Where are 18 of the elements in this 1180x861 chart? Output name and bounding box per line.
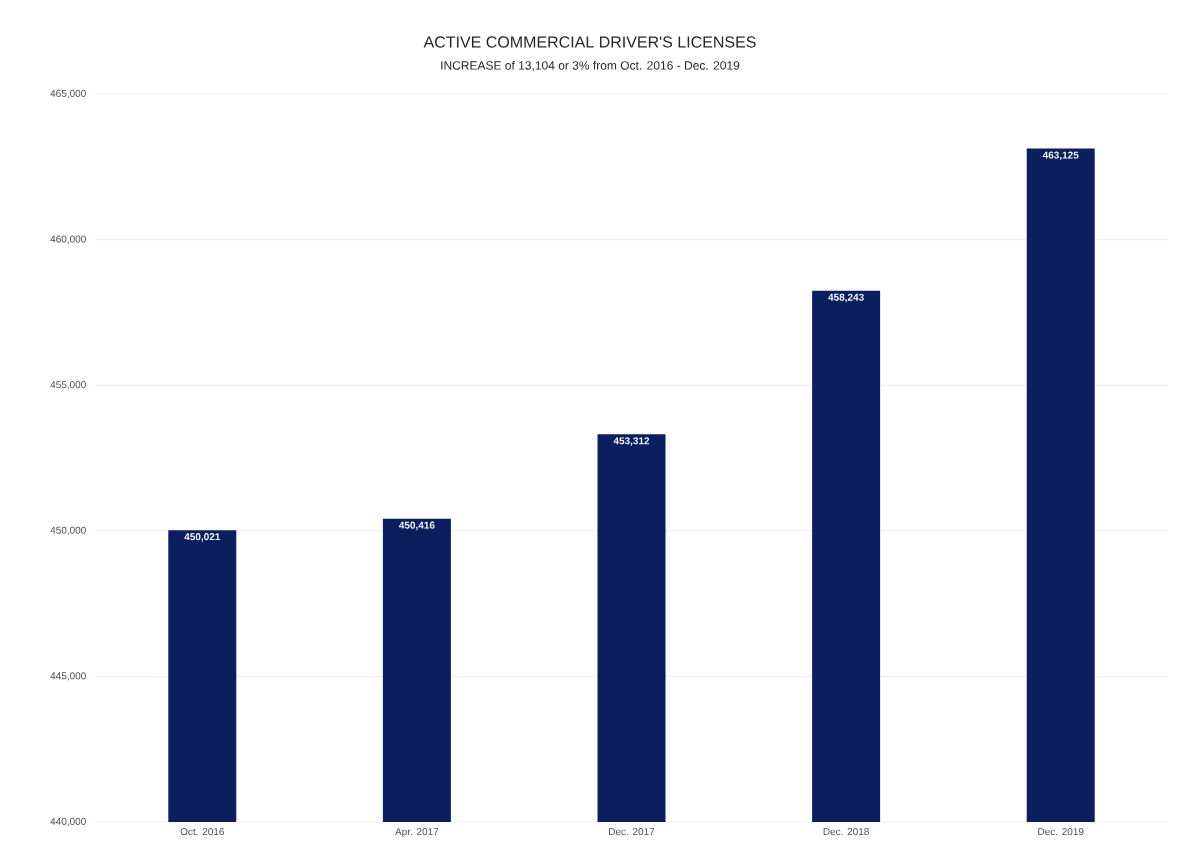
y-tick-label: 460,000 xyxy=(50,235,86,244)
data-label: 450,416 xyxy=(398,521,435,531)
y-tick-label: 455,000 xyxy=(50,381,86,390)
y-tick-label: 465,000 xyxy=(50,89,86,99)
x-tick-label: Dec. 2018 xyxy=(823,828,869,836)
x-tick-label: Apr. 2017 xyxy=(395,828,439,838)
chart-subtitle: INCREASE of 13,104 or 3% from Oct. 2016 - Dec. 2019 xyxy=(441,60,740,72)
x-tick-label: Dec. 2017 xyxy=(609,828,655,836)
y-tick-label: 450,000 xyxy=(50,526,86,535)
data-label: 463,125 xyxy=(1042,151,1079,161)
x-tick-label: Oct. 2016 xyxy=(180,828,225,836)
data-label: 458,243 xyxy=(828,293,864,303)
data-label: 453,312 xyxy=(613,437,650,446)
chart-title: ACTIVE COMMERCIAL DRIVER'S LICENSES xyxy=(423,36,756,48)
data-label: 450,021 xyxy=(184,533,221,542)
y-tick-label: 440,000 xyxy=(50,817,86,827)
y-tick-label: 445,000 xyxy=(50,672,86,681)
x-tick-label: Dec. 2019 xyxy=(1038,828,1084,836)
